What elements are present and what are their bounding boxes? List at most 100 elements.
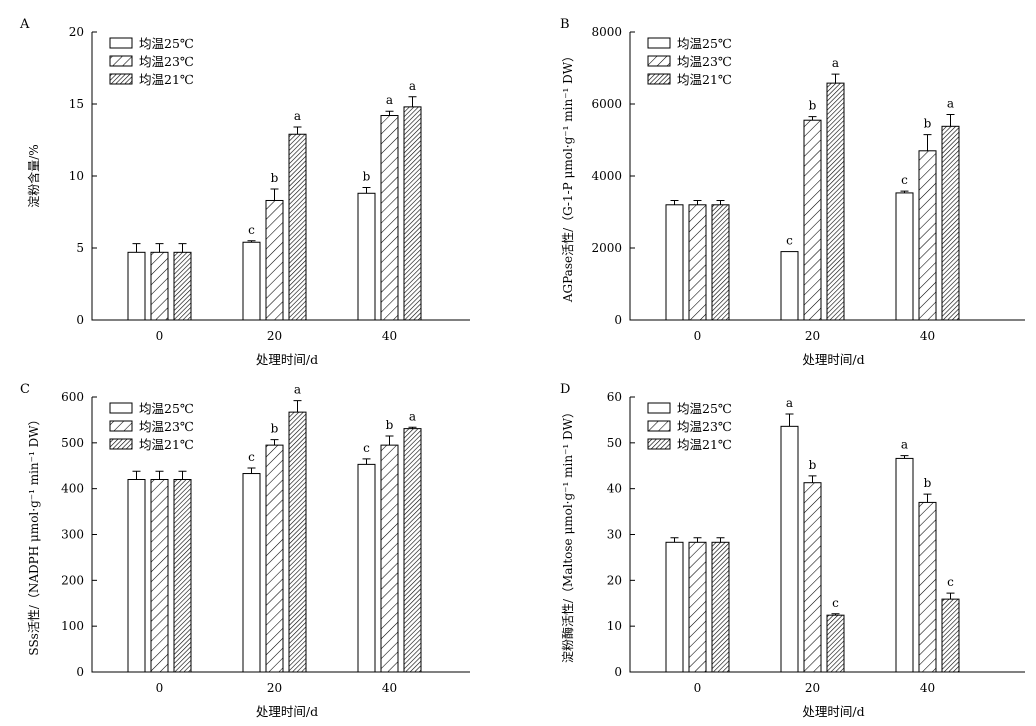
y-tick-label: 0 [614, 665, 622, 679]
error-bar [785, 413, 794, 427]
error-bar [293, 126, 302, 135]
y-tick-label: 40 [607, 482, 622, 496]
significance-letter: c [947, 575, 954, 589]
error-bar [716, 199, 725, 205]
error-bar [408, 426, 417, 429]
legend-swatch [647, 402, 671, 414]
significance-letter: c [363, 441, 370, 455]
error-bar [900, 190, 909, 193]
error-bar [362, 187, 371, 194]
legend-label: 均温21℃ [139, 437, 194, 452]
legend-label: 均温21℃ [677, 437, 732, 452]
significance-letter: a [294, 109, 301, 123]
legend-swatch [109, 37, 133, 49]
significance-letter: a [947, 96, 954, 110]
error-bar [178, 243, 187, 253]
bar [380, 444, 399, 673]
bar [242, 473, 261, 673]
y-tick-label: 600 [61, 390, 84, 404]
y-tick-label: 60 [607, 390, 622, 404]
legend-label: 均温23℃ [139, 419, 194, 434]
x-tick-label: 20 [805, 681, 820, 695]
x-tick-label: 0 [156, 681, 164, 695]
legend-swatch [109, 402, 133, 414]
x-axis-label: 处理时间/d [802, 704, 864, 719]
significance-letter: c [901, 173, 908, 187]
y-tick-label: 400 [61, 482, 84, 496]
error-bar [693, 537, 702, 543]
legend-swatch [109, 438, 133, 450]
bar [803, 119, 822, 321]
x-tick-label: 20 [267, 329, 282, 343]
bar [173, 479, 192, 673]
x-tick-label: 0 [694, 329, 702, 343]
y-tick-label: 500 [61, 436, 84, 450]
panel-label: C [20, 382, 30, 397]
legend-swatch [647, 438, 671, 450]
error-bar [808, 475, 817, 483]
bar [665, 541, 684, 673]
y-tick-label: 0 [76, 313, 84, 327]
error-bar [385, 110, 394, 116]
significance-letter: b [809, 458, 817, 472]
bar [918, 150, 937, 321]
error-bar [270, 439, 279, 446]
bar [665, 204, 684, 321]
y-tick-label: 0 [76, 665, 84, 679]
bar [941, 598, 960, 673]
bar [826, 614, 845, 673]
bar [265, 444, 284, 673]
error-bar [247, 240, 256, 243]
error-bar [716, 537, 725, 543]
significance-letter: b [271, 422, 279, 436]
legend-label: 均温25℃ [677, 36, 732, 51]
significance-letter: a [409, 409, 416, 423]
significance-letter: a [786, 396, 793, 410]
panel-D: D 0 10 20 30 40 50 60 淀粉酶活性/（Maltose μmol·g⁻¹ mi… [560, 382, 1025, 719]
x-tick-label: 0 [694, 681, 702, 695]
y-tick-label: 200 [61, 573, 84, 587]
y-axis-label: SSs活性/（NADPH μmol·g⁻¹ min⁻¹ DW） [27, 413, 41, 655]
y-tick-label: 0 [614, 313, 622, 327]
y-tick-label: 20 [607, 573, 622, 587]
error-bar [900, 455, 909, 459]
significance-letter: b [363, 170, 371, 184]
error-bar [385, 435, 394, 446]
error-bar [946, 592, 955, 600]
significance-letter: b [924, 117, 932, 131]
panel-label: B [560, 17, 570, 32]
bar [688, 204, 707, 321]
bar [150, 479, 169, 673]
significance-letter: a [409, 79, 416, 93]
bar [826, 82, 845, 321]
significance-letter: a [386, 93, 393, 107]
bar [403, 428, 422, 673]
error-bar [808, 116, 817, 121]
panel-A: A 0 5 10 15 20 淀粉含量/% 0 20 c b a 40 b a a 处理时间/d 均温25℃ 均温2… [19, 17, 470, 367]
bar [918, 501, 937, 673]
legend-label: 均温25℃ [677, 401, 732, 416]
bar [288, 411, 307, 673]
legend-label: 均温25℃ [139, 36, 194, 51]
significance-letter: a [832, 56, 839, 70]
error-bar [293, 400, 302, 413]
error-bar [362, 458, 371, 465]
y-tick-label: 100 [61, 619, 84, 633]
legend-label: 均温21℃ [677, 72, 732, 87]
significance-letter: b [809, 99, 817, 113]
y-tick-label: 10 [69, 169, 84, 183]
y-tick-label: 2000 [591, 241, 622, 255]
x-tick-label: 0 [156, 329, 164, 343]
legend-label: 均温25℃ [139, 401, 194, 416]
legend-label: 均温23℃ [677, 54, 732, 69]
y-axis-label: AGPase活性/（G-1-P μmol·g⁻¹ min⁻¹ DW） [561, 50, 575, 303]
significance-letter: c [832, 596, 839, 610]
error-bar [670, 537, 679, 543]
error-bar [132, 470, 141, 480]
significance-letter: b [386, 418, 394, 432]
bar [380, 115, 399, 321]
y-axis-label: 淀粉酶活性/（Maltose μmol·g⁻¹ min⁻¹ DW） [560, 406, 575, 663]
x-axis-label: 处理时间/d [256, 704, 318, 719]
x-tick-label: 40 [382, 681, 397, 695]
